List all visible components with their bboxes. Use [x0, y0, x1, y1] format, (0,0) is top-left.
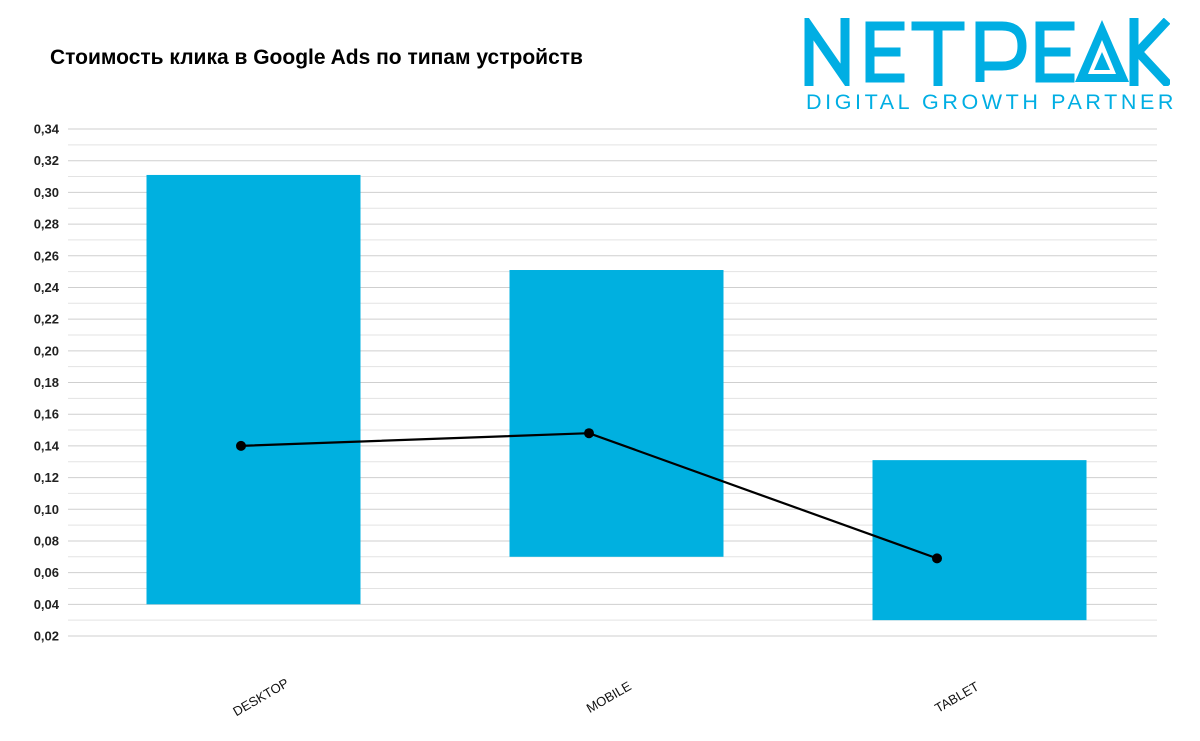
y-tick-label: 0,08: [34, 533, 59, 548]
y-axis: 0,02 0,04 0,06 0,08 0,10 0,12 0,14 0,16 0,18 0,20…: [34, 122, 60, 644]
line-point-desktop: [236, 440, 246, 451]
netpeak-logo: DIGITAL GROWTH PARTNER: [800, 18, 1178, 118]
y-tick-label: 0,28: [34, 217, 59, 232]
y-tick-label: 0,20: [34, 343, 59, 358]
y-tick-label: 0,16: [34, 407, 59, 422]
x-tick-label: TABLET: [932, 679, 981, 716]
y-tick-label: 0,12: [34, 470, 59, 485]
y-tick-label: 0,30: [34, 185, 59, 200]
y-tick-label: 0,04: [34, 597, 60, 612]
y-tick-label: 0,22: [34, 312, 59, 327]
y-tick-label: 0,18: [34, 375, 59, 390]
x-axis: DESKTOP MOBILE TABLET: [230, 675, 981, 719]
y-tick-label: 0,02: [34, 629, 59, 644]
line-point-mobile: [584, 428, 594, 439]
bar-mobile: [509, 270, 724, 557]
x-tick-label: DESKTOP: [230, 675, 291, 719]
bars: [146, 174, 1087, 621]
line-series: [236, 428, 942, 564]
y-tick-label: 0,26: [34, 248, 59, 263]
y-tick-label: 0,06: [34, 565, 59, 580]
y-tick-label: 0,14: [34, 438, 60, 453]
logo-wordmark: [804, 18, 1170, 86]
logo-tagline: DIGITAL GROWTH PARTNER: [806, 90, 1178, 114]
x-tick-label: MOBILE: [584, 678, 634, 716]
y-tick-label: 0,32: [34, 153, 59, 168]
chart-title: Стоимость клика в Google Ads по типам ус…: [50, 46, 583, 69]
bar-tablet: [872, 460, 1087, 621]
y-tick-label: 0,34: [34, 122, 60, 137]
y-tick-label: 0,10: [34, 502, 59, 517]
line-point-tablet: [932, 553, 942, 564]
bar-desktop: [146, 174, 361, 605]
y-tick-label: 0,24: [34, 280, 60, 295]
